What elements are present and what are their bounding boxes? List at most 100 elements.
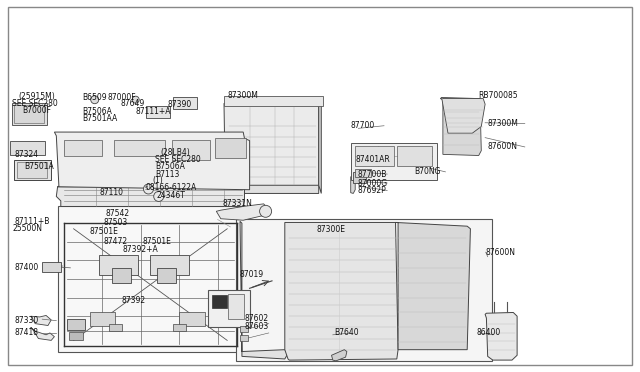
Text: 87700: 87700 <box>351 121 375 130</box>
Text: 87111+B: 87111+B <box>14 217 49 226</box>
Polygon shape <box>56 187 244 206</box>
Text: 87700B: 87700B <box>357 170 387 179</box>
Text: B7000F: B7000F <box>22 106 51 115</box>
Text: 87503: 87503 <box>104 218 128 227</box>
Text: 87392+A: 87392+A <box>123 246 159 254</box>
Text: 87324: 87324 <box>14 150 38 159</box>
Bar <box>112 268 131 283</box>
Text: 87692P: 87692P <box>357 186 386 195</box>
Polygon shape <box>31 327 54 340</box>
Bar <box>14 105 44 123</box>
Text: 87330: 87330 <box>14 316 38 325</box>
Circle shape <box>143 184 154 194</box>
Bar <box>146 106 170 118</box>
Polygon shape <box>319 103 321 193</box>
Polygon shape <box>442 97 485 133</box>
Bar <box>64 140 102 156</box>
Text: SEE SEC280: SEE SEC280 <box>155 155 200 164</box>
Text: 87300E: 87300E <box>317 225 346 234</box>
Bar <box>224 96 323 106</box>
Polygon shape <box>440 97 481 155</box>
Circle shape <box>154 192 164 201</box>
Text: B7113: B7113 <box>155 170 179 179</box>
Bar <box>10 141 45 155</box>
Bar <box>17 162 47 178</box>
Polygon shape <box>332 350 347 361</box>
Polygon shape <box>285 222 398 360</box>
Text: 87418: 87418 <box>14 328 38 337</box>
Bar <box>355 169 371 177</box>
Text: 87000G: 87000G <box>357 179 387 187</box>
Text: 87019: 87019 <box>240 270 264 279</box>
Bar <box>236 219 492 361</box>
Polygon shape <box>396 222 470 350</box>
Bar <box>42 262 61 272</box>
Polygon shape <box>54 132 250 190</box>
Bar <box>67 319 85 330</box>
Circle shape <box>91 96 99 104</box>
Text: 87400: 87400 <box>14 263 38 272</box>
Text: 87392: 87392 <box>122 296 146 305</box>
Bar <box>212 295 227 308</box>
Text: 24346T: 24346T <box>157 191 186 200</box>
Text: 87300M: 87300M <box>488 119 518 128</box>
Text: 87603: 87603 <box>244 322 269 331</box>
Text: B7640: B7640 <box>334 328 358 337</box>
Text: 87649: 87649 <box>120 99 145 108</box>
Text: 87401AR: 87401AR <box>355 155 390 164</box>
Circle shape <box>260 205 271 217</box>
Text: 87600N: 87600N <box>485 248 515 257</box>
Text: B7501AA: B7501AA <box>82 114 117 123</box>
Bar <box>12 103 47 125</box>
Text: 87501E: 87501E <box>142 237 171 246</box>
Text: 86400: 86400 <box>477 328 501 337</box>
Text: SEE SEC280: SEE SEC280 <box>12 99 57 108</box>
Bar <box>157 268 176 283</box>
Bar <box>114 140 165 156</box>
Polygon shape <box>224 182 319 193</box>
Text: B70NG: B70NG <box>415 167 441 176</box>
Text: 25500N: 25500N <box>13 224 43 233</box>
Bar <box>173 97 197 109</box>
Text: 87390: 87390 <box>168 100 192 109</box>
Polygon shape <box>240 221 288 359</box>
Polygon shape <box>31 315 51 326</box>
Bar <box>397 146 432 166</box>
Text: 87602: 87602 <box>244 314 269 323</box>
Text: S: S <box>144 186 148 192</box>
Bar <box>215 138 246 158</box>
Text: 08166-6122A: 08166-6122A <box>146 183 197 192</box>
Text: 87300M: 87300M <box>227 92 258 100</box>
Text: (28LB4): (28LB4) <box>160 148 189 157</box>
Bar <box>58 206 243 352</box>
Text: 87600N: 87600N <box>488 142 518 151</box>
Text: 87000F: 87000F <box>108 93 136 102</box>
Text: 87110: 87110 <box>99 188 124 197</box>
Text: 87111+A: 87111+A <box>136 107 171 116</box>
Bar <box>179 312 205 326</box>
Polygon shape <box>224 103 319 185</box>
Polygon shape <box>351 177 355 193</box>
Bar <box>150 255 189 275</box>
Bar <box>173 324 186 331</box>
Text: B6509: B6509 <box>82 93 106 102</box>
Bar <box>14 160 51 180</box>
Text: 87331N: 87331N <box>223 199 253 208</box>
Bar <box>208 290 250 327</box>
Text: RB700085: RB700085 <box>479 92 518 100</box>
Text: 87542: 87542 <box>106 209 130 218</box>
Bar <box>90 312 115 326</box>
Text: 87472: 87472 <box>104 237 128 246</box>
Bar <box>240 326 248 332</box>
Bar <box>228 294 244 319</box>
Bar <box>351 143 437 180</box>
Text: B7506A: B7506A <box>82 107 112 116</box>
Bar <box>69 332 83 340</box>
Text: (25915M): (25915M) <box>18 92 54 101</box>
Text: (1): (1) <box>152 176 163 185</box>
Bar <box>172 140 210 160</box>
Bar <box>240 335 248 341</box>
Polygon shape <box>216 204 268 220</box>
Text: 87501E: 87501E <box>90 227 118 236</box>
Bar <box>353 172 366 183</box>
